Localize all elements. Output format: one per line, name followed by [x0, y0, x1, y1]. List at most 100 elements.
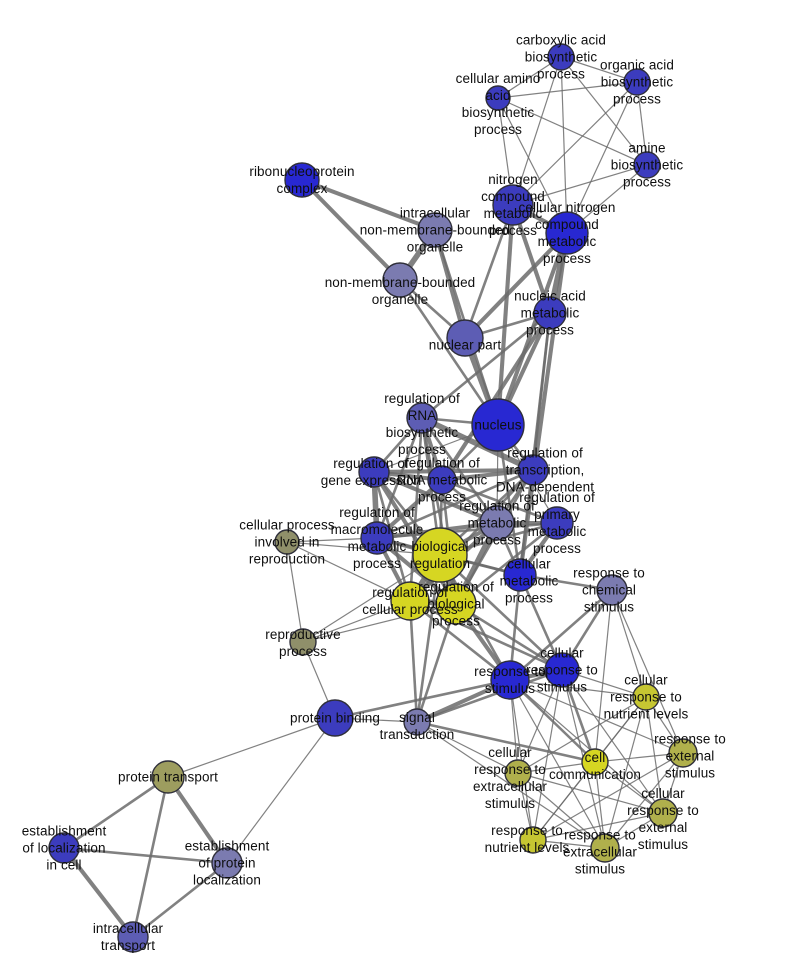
- edge-rcp-st: [408, 600, 419, 723]
- node-rge[interactable]: [358, 456, 390, 488]
- node-ncm[interactable]: [492, 184, 534, 226]
- edge-crs-st: [416, 668, 563, 724]
- edge-cc-rnl: [532, 761, 596, 841]
- edge-cpir-rp: [286, 541, 304, 643]
- edge-rbp-rp: [302, 603, 457, 643]
- edge-oab-ab: [636, 81, 648, 166]
- node-ab[interactable]: [633, 151, 661, 179]
- edge-rcs-crnl: [611, 589, 647, 698]
- node-epl[interactable]: [211, 847, 243, 879]
- node-cab[interactable]: [547, 43, 575, 71]
- node-rmp[interactable]: [479, 505, 515, 541]
- edge-bre-st: [415, 554, 442, 723]
- node-rcp[interactable]: [390, 581, 430, 621]
- edge-rs-res: [509, 679, 684, 754]
- node-rmm[interactable]: [360, 521, 394, 555]
- edge-res-rnl: [532, 752, 684, 841]
- edge-rpm-rbp: [455, 521, 558, 606]
- edge-res-rexs: [604, 752, 684, 849]
- edge-nuc-ncm: [495, 204, 516, 426]
- node-rtd[interactable]: [517, 454, 549, 486]
- edge-rbp-crs: [455, 602, 563, 672]
- node-nmb[interactable]: [382, 262, 418, 298]
- node-cpir[interactable]: [274, 529, 300, 555]
- edge-rtd-rmm: [376, 468, 534, 540]
- edge-rcs-res: [611, 589, 684, 754]
- node-rrm[interactable]: [427, 465, 457, 495]
- edge-epl-it: [132, 861, 228, 939]
- node-rpm[interactable]: [540, 506, 574, 540]
- edge-cc-st: [416, 720, 596, 764]
- edge-st-cres: [416, 721, 519, 774]
- edge-crnl-rexs: [604, 696, 647, 849]
- node-inmb[interactable]: [417, 212, 453, 248]
- edge-pb-epl: [226, 717, 336, 864]
- node-pb[interactable]: [316, 699, 354, 737]
- edge-cab-cncm: [560, 56, 568, 234]
- edge-cres-rexs: [517, 772, 606, 849]
- edge-rs-crexts: [509, 679, 664, 814]
- node-rcs[interactable]: [596, 574, 628, 606]
- node-rnl[interactable]: [519, 826, 547, 854]
- edge-cmp-cncm: [517, 232, 570, 576]
- edge-oab-cncm: [566, 81, 638, 234]
- node-crs[interactable]: [544, 652, 580, 688]
- edge-elc-it: [62, 846, 135, 939]
- edge-rcs-rs: [509, 589, 613, 681]
- node-it[interactable]: [117, 921, 149, 953]
- edge-rs-crnl: [509, 679, 647, 698]
- edge-nuc-cncm: [496, 232, 569, 426]
- edge-pt-elc: [63, 775, 169, 850]
- node-res[interactable]: [668, 738, 698, 768]
- node-rexs[interactable]: [590, 833, 620, 863]
- node-cc[interactable]: [581, 748, 609, 776]
- edge-cab-ncm: [512, 56, 562, 206]
- node-rrb[interactable]: [406, 402, 438, 434]
- edge-np-cncm: [463, 231, 569, 340]
- node-elc[interactable]: [48, 832, 80, 864]
- node-st[interactable]: [403, 708, 431, 736]
- edge-rcp-rs: [409, 599, 511, 682]
- edge-rs-rexs: [509, 679, 606, 849]
- edge-rcs-cc: [594, 589, 613, 763]
- edge-elc-epl: [63, 846, 228, 865]
- edge-caab-oab: [497, 81, 638, 99]
- node-oab[interactable]: [623, 68, 651, 96]
- node-caab[interactable]: [485, 85, 511, 111]
- edge-rs-pb: [334, 678, 511, 720]
- edge-crnl-cres: [517, 696, 647, 774]
- edge-nam-rrm: [440, 311, 552, 482]
- edge-rnl-crexts: [532, 812, 664, 841]
- edge-nmb-nuc: [398, 279, 500, 426]
- edge-rrb-rcp: [408, 417, 424, 602]
- edge-pt-epl: [166, 775, 229, 865]
- node-bre[interactable]: [412, 527, 468, 583]
- node-pt[interactable]: [151, 760, 185, 794]
- node-rs[interactable]: [490, 660, 530, 700]
- edge-pb-pt: [167, 717, 336, 778]
- edge-cres-crexts: [517, 772, 664, 814]
- edge-rnp-nmb: [300, 178, 402, 282]
- edge-cab-ab: [560, 56, 648, 166]
- node-cres[interactable]: [504, 759, 532, 787]
- node-np[interactable]: [446, 319, 484, 357]
- node-rbp[interactable]: [435, 583, 477, 625]
- node-crexts[interactable]: [648, 798, 678, 828]
- edge-rnp-inmb: [301, 178, 436, 232]
- node-rp[interactable]: [289, 628, 317, 656]
- edge-rrb-rmm: [375, 417, 424, 539]
- edge-caab-ab: [497, 97, 648, 166]
- edge-res-cc: [594, 752, 684, 763]
- node-cmp[interactable]: [503, 558, 537, 592]
- node-nam[interactable]: [533, 296, 567, 330]
- edge-np-ncm: [463, 204, 515, 339]
- node-crnl[interactable]: [632, 683, 660, 711]
- node-rnp[interactable]: [284, 162, 320, 198]
- node-cncm[interactable]: [545, 211, 589, 255]
- edge-rbp-st: [415, 603, 458, 723]
- edge-crs-cres: [517, 669, 563, 774]
- edge-crs-crexts: [561, 669, 664, 814]
- edge-oab-ncm: [512, 81, 638, 206]
- edge-rcp-cpir: [286, 541, 411, 602]
- node-nuc[interactable]: [471, 398, 525, 452]
